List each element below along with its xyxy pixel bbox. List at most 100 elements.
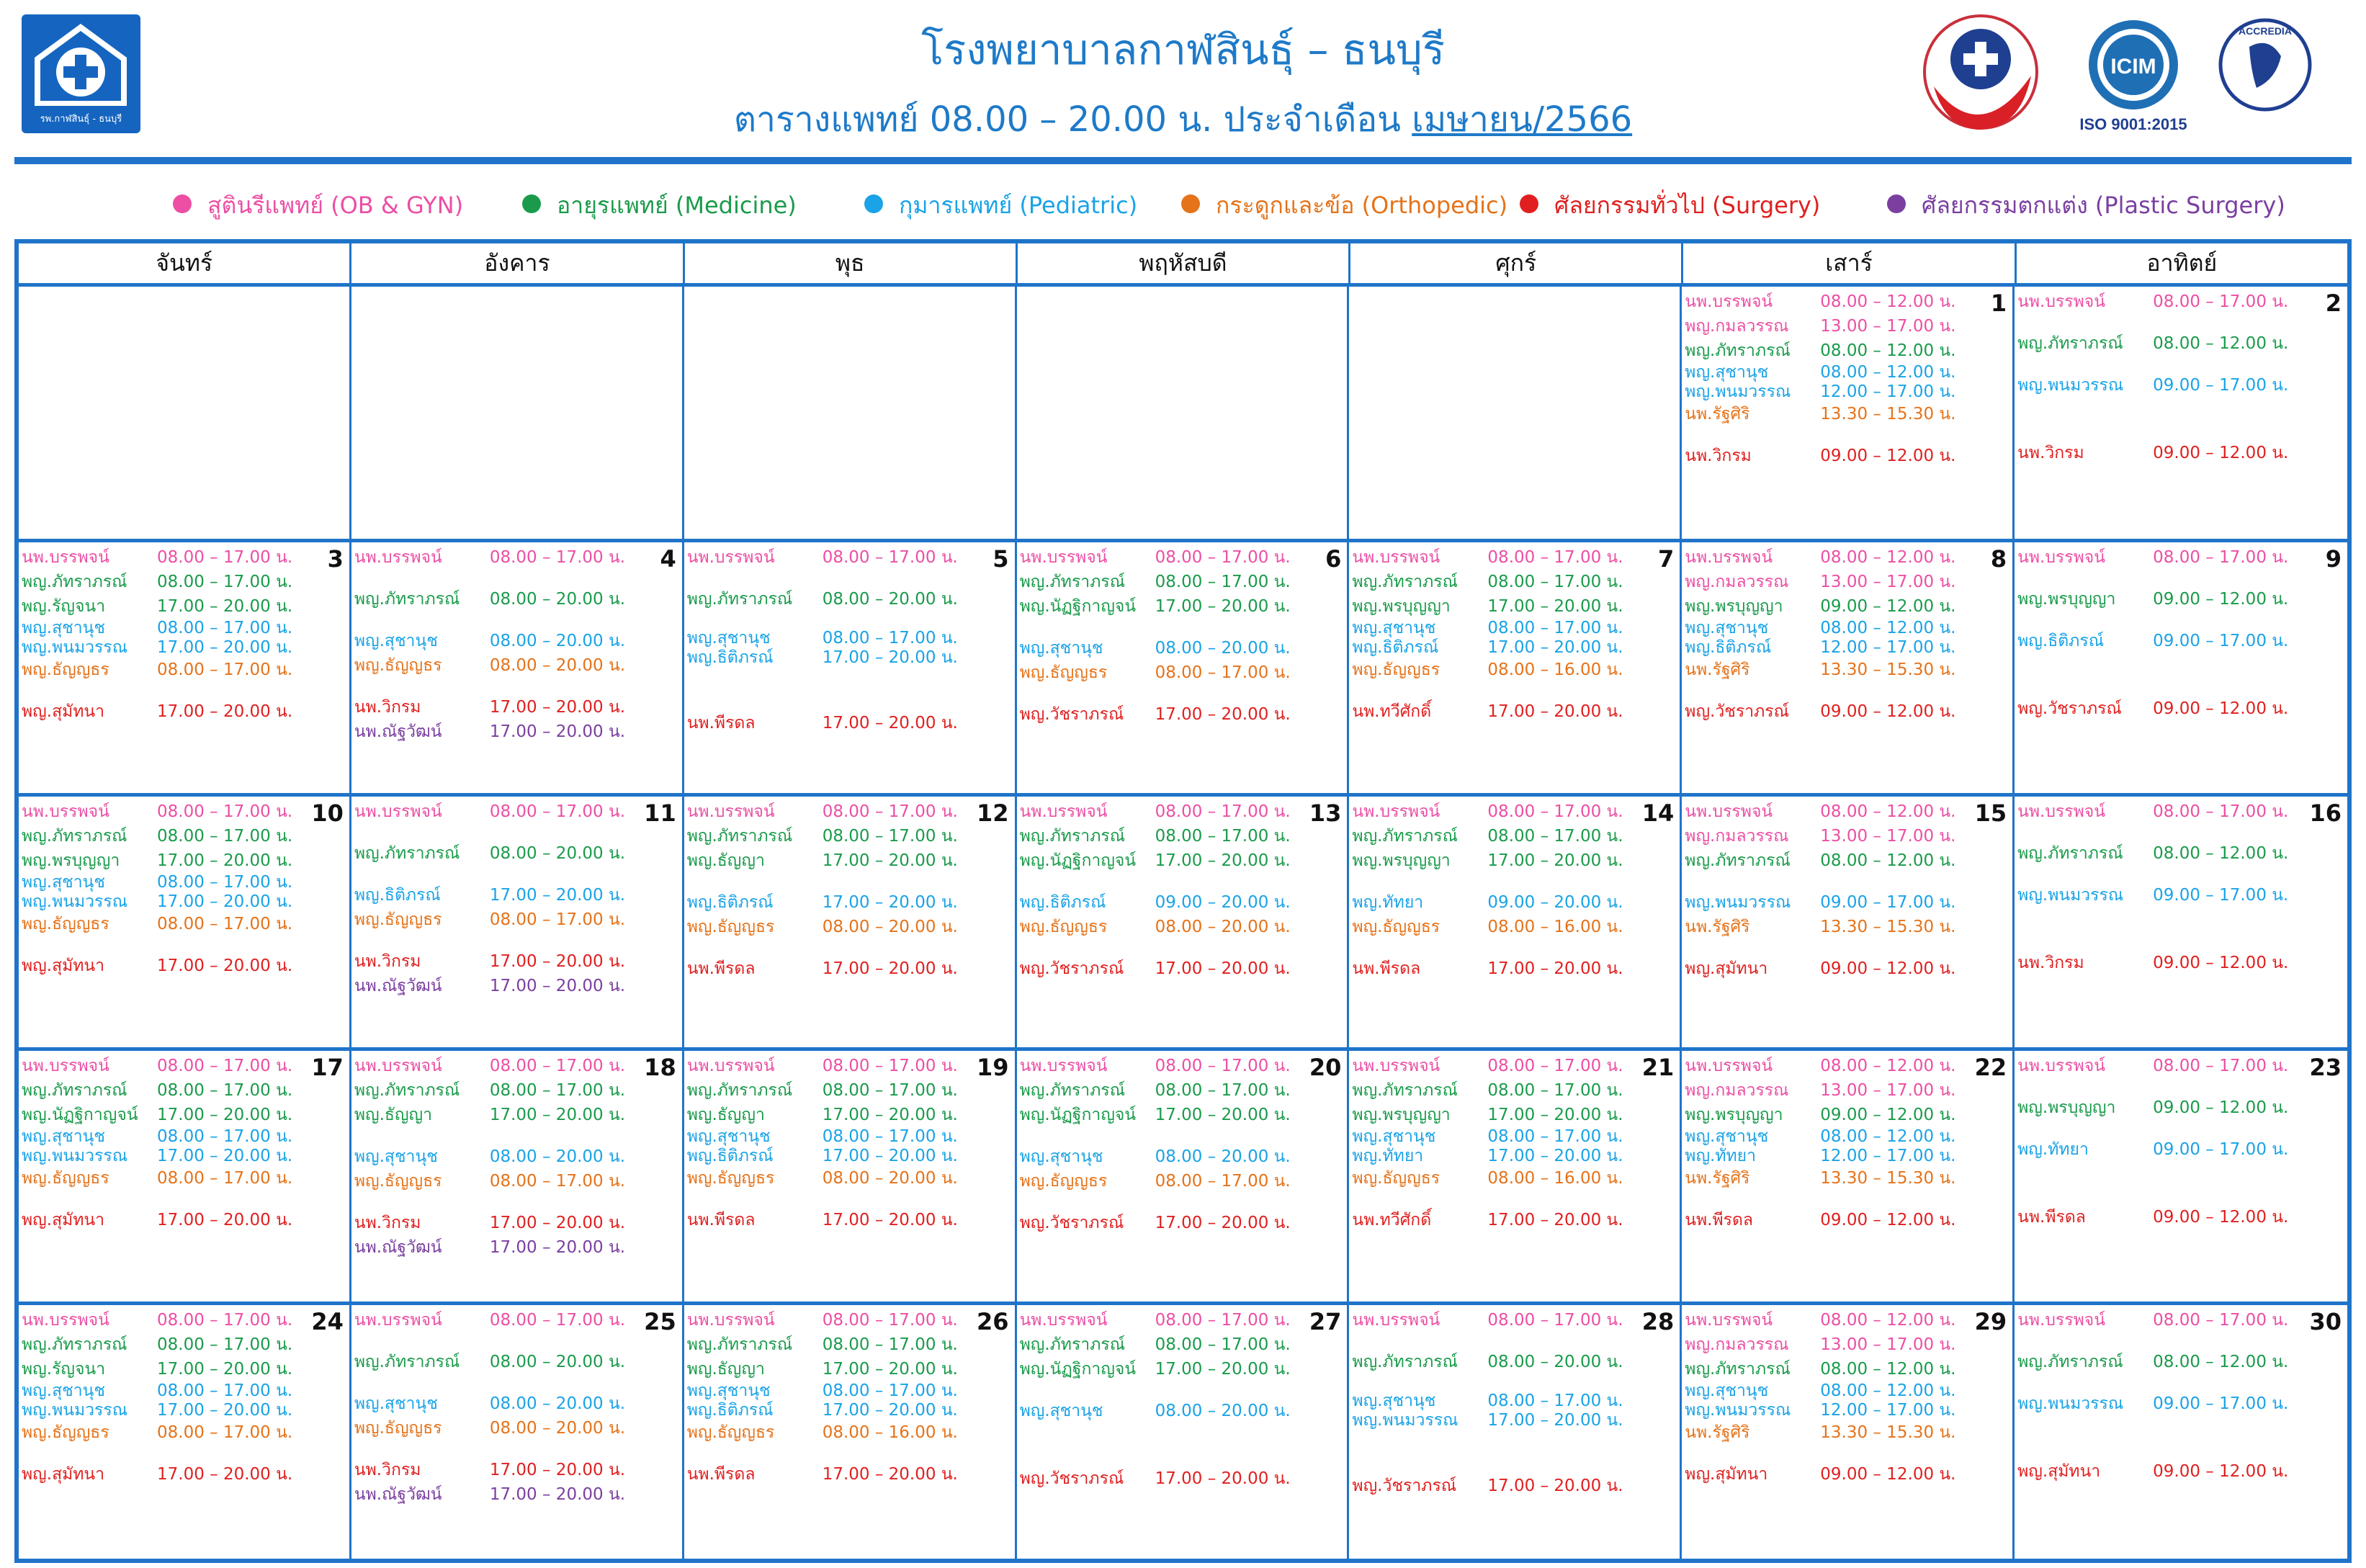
legend-item: ศัลยกรรมทั่วไป (Surgery) bbox=[1520, 184, 1820, 227]
shift-entry: พญ.ธิติภรณ์ 17.00 – 20.00 น. bbox=[687, 648, 972, 668]
empty-day-cell bbox=[19, 287, 351, 542]
doctor-name: พญ.ทัทยา bbox=[2017, 1140, 2089, 1159]
doctor-name: พญ.ธัญญธร bbox=[22, 660, 109, 679]
shift-entry: พญ.ธัญญธร 08.00 – 17.00 น. bbox=[22, 1420, 306, 1445]
shift-entry: พญ.นัฏฐิกาญจน์ 17.00 – 20.00 น. bbox=[22, 1103, 306, 1127]
shift-entry: นพ.บรรพจน์ 08.00 – 17.00 น. bbox=[687, 1054, 972, 1078]
shift-time: 08.00 – 17.00 น. bbox=[1487, 1392, 1623, 1410]
shift-entry: พญ.ธิติภรณ์ 17.00 – 20.00 น. bbox=[354, 883, 639, 908]
shift-entry: พญ.พรบุญญา 17.00 – 20.00 น. bbox=[1352, 848, 1636, 873]
shift-entry: พญ.ภัทราภรณ์ 08.00 – 12.00 น. bbox=[1685, 339, 1969, 363]
weekday-label: พุธ bbox=[684, 243, 1018, 287]
shift-entry: นพ.พีรดล 09.00 – 12.00 น. bbox=[2017, 1205, 2304, 1229]
doctor-name: พญ.สุชานุช bbox=[1685, 1127, 1769, 1146]
shift-entry: พญ.วัชราภรณ์ 17.00 – 20.00 น. bbox=[1020, 1211, 1304, 1235]
shift-time: 08.00 – 16.00 น. bbox=[1487, 918, 1623, 936]
shift-time: 08.00 – 17.00 น. bbox=[157, 1381, 293, 1400]
doctor-name: นพ.บรรพจน์ bbox=[686, 802, 775, 821]
shift-entry: นพ.วิกรม 17.00 – 20.00 น. bbox=[354, 1458, 639, 1482]
shift-time: 17.00 – 20.00 น. bbox=[157, 1147, 293, 1165]
doctor-name: พญ.ธัญญธร bbox=[1352, 660, 1440, 679]
shift-time: 13.00 – 17.00 น. bbox=[1820, 317, 1956, 336]
doctor-name: พญ.ธัญญธร bbox=[1019, 918, 1108, 936]
day-number: 29 bbox=[1974, 1308, 2007, 1335]
doctor-name: พญ.ภัทราภรณ์ bbox=[2017, 844, 2123, 863]
shift-time: 17.00 – 20.00 น. bbox=[1487, 1211, 1623, 1229]
shift-time: 08.00 – 12.00 น. bbox=[1820, 1381, 1956, 1400]
doctor-name: นพ.ณัฐวัฒน์ bbox=[354, 1238, 442, 1257]
shift-time: 09.00 – 17.00 น. bbox=[2153, 1140, 2289, 1159]
shift-time: 08.00 – 17.00 น. bbox=[489, 548, 625, 567]
shift-time: 13.30 – 15.30 น. bbox=[1820, 1169, 1956, 1188]
day-cell: 30 นพ.บรรพจน์ 08.00 – 17.00 น. พญ.ภัทราภรณ์… bbox=[2015, 1305, 2347, 1559]
doctor-name: พญ.พนมวรรณ bbox=[1685, 382, 1791, 401]
shift-time: 08.00 – 20.00 น. bbox=[489, 1147, 625, 1166]
doctor-name: นพ.บรรพจน์ bbox=[22, 1057, 109, 1075]
shift-entry: นพ.ทวีศักดิ์ 17.00 – 20.00 น. bbox=[1352, 1208, 1636, 1232]
day-cell: 22 นพ.บรรพจน์ 08.00 – 12.00 น. พญ.กมลวรรณ 13… bbox=[1682, 1051, 2015, 1305]
doctor-name: นพ.รัฐศิริ bbox=[1685, 660, 1750, 679]
doctor-name: พญ.ธัญญธร bbox=[354, 1419, 442, 1438]
doctor-name: พญ.ธัญญธร bbox=[22, 1423, 109, 1442]
doctor-name: พญ.สุชานุช bbox=[354, 1394, 438, 1413]
doctor-name: พญ.สุชานุช bbox=[1352, 1127, 1436, 1146]
doctor-name: พญ.ภัทราภรณ์ bbox=[2017, 334, 2123, 353]
shift-entry: พญ.วัชราภรณ์ 09.00 – 12.00 น. bbox=[1685, 699, 1969, 724]
doctor-name: นพ.บรรพจน์ bbox=[354, 802, 442, 821]
doctor-name: พญ.ภัทราภรณ์ bbox=[22, 1081, 127, 1100]
day-cell: 14 นพ.บรรพจน์ 08.00 – 17.00 น. พญ.ภัทราภรณ์… bbox=[1349, 797, 1682, 1051]
shift-time: 08.00 – 17.00 น. bbox=[822, 1311, 958, 1330]
shift-time: 17.00 – 20.00 น. bbox=[489, 722, 625, 741]
shift-entry: นพ.บรรพจน์ 08.00 – 12.00 น. bbox=[1685, 1308, 1969, 1332]
shift-entry: นพ.บรรพจน์ 08.00 – 17.00 น. bbox=[1020, 1054, 1304, 1078]
shift-entry: พญ.พรบุญญา 09.00 – 12.00 น. bbox=[2017, 587, 2304, 611]
day-number: 7 bbox=[1658, 545, 1675, 573]
shift-time: 13.30 – 15.30 น. bbox=[1820, 918, 1956, 936]
shift-entry: พญ.ภัทราภรณ์ 08.00 – 17.00 น. bbox=[1020, 570, 1304, 594]
day-number: 23 bbox=[2309, 1054, 2342, 1081]
doctor-name: พญ.ธิติภรณ์ bbox=[686, 648, 774, 667]
shift-time: 09.00 – 20.00 น. bbox=[1155, 893, 1291, 912]
shift-entry: พญ.สุมัทนา 17.00 – 20.00 น. bbox=[22, 954, 306, 978]
doctor-name: พญ.พนมวรรณ bbox=[2017, 1394, 2124, 1413]
day-number: 24 bbox=[311, 1308, 344, 1335]
weekday-label: จันทร์ bbox=[19, 243, 352, 287]
shift-entry: พญ.ภัทราภรณ์ 08.00 – 20.00 น. bbox=[354, 1350, 639, 1374]
doctor-name: พญ.พนมวรรณ bbox=[2017, 886, 2124, 905]
day-number: 9 bbox=[2325, 545, 2342, 573]
doctor-name: พญ.ธิติภรณ์ bbox=[686, 893, 774, 912]
doctor-name: พญ.สุชานุช bbox=[686, 1381, 771, 1400]
shift-entry: พญ.ทัทยา 09.00 – 20.00 น. bbox=[1352, 890, 1636, 915]
shift-time: 08.00 – 17.00 น. bbox=[1155, 1311, 1291, 1330]
shift-entry: นพ.ณัฐวัฒน์ 17.00 – 20.00 น. bbox=[354, 1482, 639, 1507]
shift-time: 17.00 – 20.00 น. bbox=[1487, 702, 1623, 721]
doctor-name: พญ.ธัญญา bbox=[686, 851, 765, 870]
shift-time: 09.00 – 17.00 น. bbox=[2153, 886, 2289, 905]
shift-time: 17.00 – 20.00 น. bbox=[489, 1485, 625, 1504]
shift-list: นพ.บรรพจน์ 08.00 – 17.00 น. พญ.ภัทราภรณ์ 08… bbox=[687, 545, 972, 793]
doctor-name: พญ.ภัทราภรณ์ bbox=[686, 1081, 793, 1100]
day-cell: 13 นพ.บรรพจน์ 08.00 – 17.00 น. พญ.ภัทราภรณ์… bbox=[1016, 797, 1350, 1051]
shift-time: 08.00 – 20.00 น. bbox=[489, 632, 625, 650]
doctor-name: นพ.บรรพจน์ bbox=[22, 1311, 109, 1330]
shift-entry: นพ.บรรพจน์ 08.00 – 12.00 น. bbox=[1685, 799, 1969, 824]
shift-time: 12.00 – 17.00 น. bbox=[1820, 638, 1956, 657]
hospital-house-cross-icon bbox=[35, 24, 127, 106]
doctor-name: พญ.นัฏฐิกาญจน์ bbox=[1019, 1106, 1137, 1124]
shift-entry: พญ.พนมวรรณ 09.00 – 17.00 น. bbox=[2017, 373, 2304, 398]
calendar-grid: 1 นพ.บรรพจน์ 08.00 – 12.00 น. พญ.กมลวรรณ 13.… bbox=[19, 287, 2347, 1559]
shift-entry: พญ.พนมวรรณ 09.00 – 17.00 น. bbox=[2017, 883, 2304, 908]
shift-entry: นพ.บรรพจน์ 08.00 – 17.00 น. bbox=[687, 545, 972, 570]
shift-entry: นพ.บรรพจน์ 08.00 – 17.00 น. bbox=[2017, 1308, 2304, 1332]
shift-time: 08.00 – 17.00 น. bbox=[157, 1081, 293, 1100]
legend-item: อายุรแพทย์ (Medicine) bbox=[522, 184, 797, 227]
doctor-name: พญ.ทัทยา bbox=[1685, 1147, 1757, 1165]
doctor-name: นพ.บรรพจน์ bbox=[354, 1311, 442, 1330]
doctor-name: พญ.วัชราภรณ์ bbox=[1019, 705, 1124, 724]
shift-entry: พญ.ภัทราภรณ์ 08.00 – 17.00 น. bbox=[1020, 824, 1304, 848]
shift-entry: นพ.บรรพจน์ 08.00 – 17.00 น. bbox=[1020, 545, 1304, 570]
shift-entry: พญ.สุชานุช 08.00 – 12.00 น. bbox=[1685, 619, 1969, 638]
shift-entry: พญ.ทัทยา 12.00 – 17.00 น. bbox=[1685, 1147, 1969, 1166]
doctor-name: พญ.ธัญญธร bbox=[1019, 1172, 1108, 1191]
shift-list: นพ.บรรพจน์ 08.00 – 17.00 น. พญ.พรบุญญา 09.0… bbox=[2017, 545, 2304, 793]
